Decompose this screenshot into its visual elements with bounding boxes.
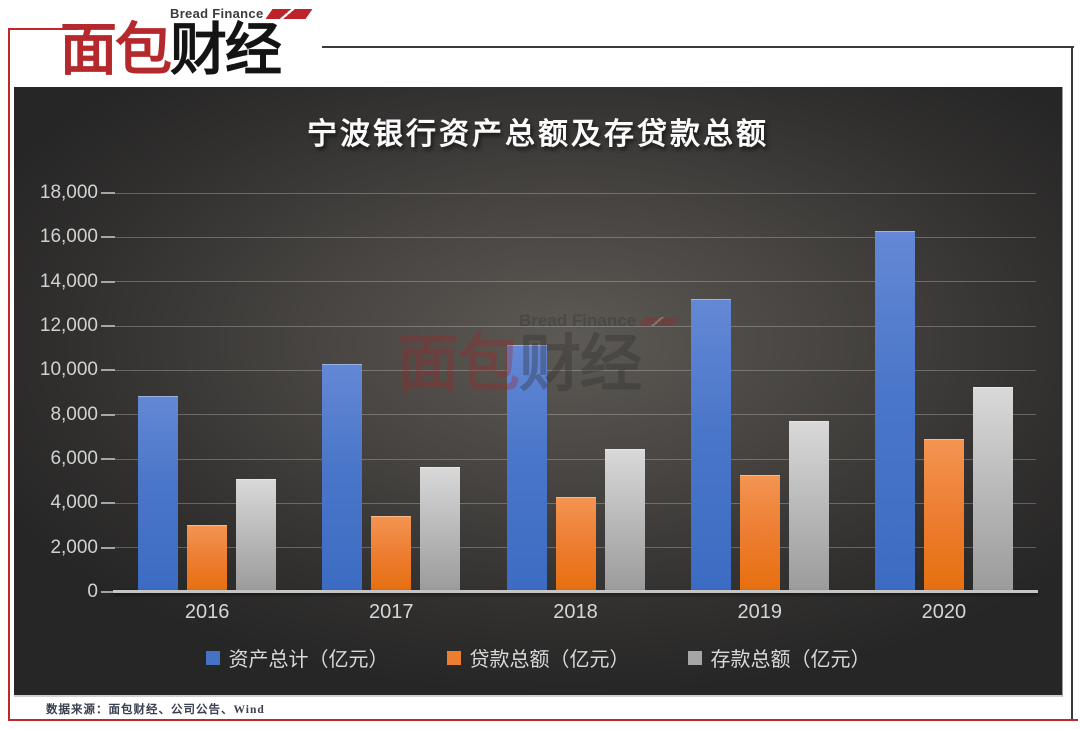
frame-red-top-segment [8,28,78,30]
bar-group-2016 [115,87,299,592]
bar-s1-2016 [187,525,228,592]
x-axis-labels: 2016 2017 2018 2019 2020 [115,601,1036,624]
bar-group-2017 [299,87,483,592]
y-axis-tick [101,458,115,460]
y-axis-tick [101,280,115,283]
bar-group-2019 [668,87,852,592]
y-axis-label: 6,000 [50,448,98,469]
bar-s0-2018 [506,345,547,592]
x-axis-baseline [113,590,1038,593]
frame-red-left-line [8,28,10,720]
bar-group-2020 [852,87,1036,592]
y-axis-tick [101,413,115,416]
gridline [115,414,1036,416]
legend-item-s0: 资产总计（亿元） [205,643,389,672]
gridline [115,192,1036,194]
bar-s0-2017 [322,364,363,592]
bar-s2-2016 [236,479,277,592]
y-axis-label: 8,000 [50,403,98,425]
y-axis-label: 14,000 [39,270,98,292]
legend-label: 资产总计（亿元） [228,649,389,671]
y-axis-label: 10,000 [39,359,98,381]
red-swoosh-icon [265,8,313,19]
bar-s0-2020 [874,231,915,592]
brand-zh-red: 面包 [60,18,172,82]
bar-s2-2018 [604,449,645,592]
x-axis-label: 2016 [184,601,230,623]
chart-title: 宁波银行资产总额及存贷款总额 [307,118,769,151]
bar-s2-2017 [420,467,461,592]
y-axis-label: 2,000 [50,536,98,558]
gridline [115,325,1036,327]
legend-label: 贷款总额（亿元） [469,649,630,671]
y-axis-label: 0 [87,581,98,602]
y-axis-label: 16,000 [39,226,98,248]
y-axis-tick [101,236,115,239]
bar-s2-2020 [972,387,1013,592]
y-axis-label: 12,000 [39,315,98,336]
gridline [115,281,1036,283]
bar-s1-2020 [923,439,964,592]
y-axis-tick [101,502,115,505]
frame-dark-top-line [322,46,1074,48]
y-axis-label: 4,000 [50,492,98,514]
brand-logo: Bread Finance 面包财经 [60,6,330,81]
y-axis-tick [101,192,115,194]
frame-dark-right-line [1071,46,1073,719]
y-axis-label: 18,000 [39,182,98,203]
y-axis-tick [101,546,115,549]
bar-group-2018 [483,87,667,592]
bar-series-area [115,87,1036,592]
x-axis-label: 2019 [737,601,782,623]
gridline [115,369,1036,371]
bar-s1-2018 [555,497,596,592]
gridline [115,458,1036,460]
legend-swatch-icon [205,650,220,665]
frame-red-bottom-line [8,719,1078,721]
brand-zh-black: 财经 [170,18,282,82]
bar-s2-2019 [788,421,829,592]
chart-panel: 宁波银行资产总额及存贷款总额 0 2,000 4,000 6,000 8,000 10,0… [14,87,1063,697]
x-axis-label: 2018 [553,601,598,623]
y-axis-tick [101,369,115,372]
x-axis-label: 2020 [921,601,967,623]
legend: 资产总计（亿元） 贷款总额（亿元） 存款总额（亿元） [14,643,1062,672]
legend-item-s2: 存款总额（亿元） [687,643,871,672]
y-axis-tick [101,591,115,593]
data-source-note: 数据来源：面包财经、公司公告、Wind [46,704,265,716]
legend-swatch-icon [687,650,702,665]
legend-item-s1: 贷款总额（亿元） [446,643,630,672]
bar-s1-2017 [371,516,412,592]
x-axis-label: 2017 [369,601,414,623]
legend-label: 存款总额（亿元） [710,649,871,671]
bar-s0-2016 [138,396,179,592]
y-axis-tick [101,325,115,327]
brand-name-en: Bread Finance [170,6,264,21]
bar-s1-2019 [739,475,780,592]
bar-s0-2019 [690,299,731,592]
gridline [115,236,1036,238]
brand-name-zh: 面包财经 [60,18,330,82]
legend-swatch-icon [446,650,461,665]
